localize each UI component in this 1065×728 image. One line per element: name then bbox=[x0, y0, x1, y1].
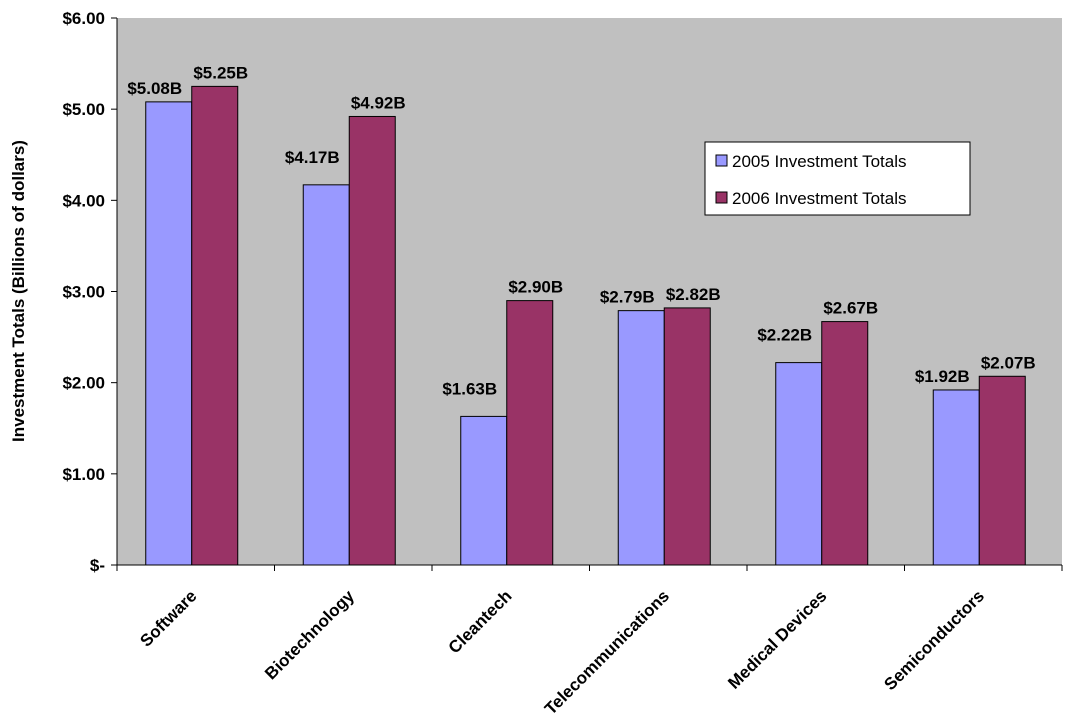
bar-2006-biotechnology bbox=[348, 115, 396, 566]
data-label-2006-medical-devices: $2.67B bbox=[823, 299, 878, 318]
y-tick-label: $1.00 bbox=[62, 465, 105, 484]
y-tick-label: $3.00 bbox=[62, 283, 105, 302]
y-tick-label: $2.00 bbox=[62, 374, 105, 393]
data-label-2006-cleantech: $2.90B bbox=[508, 278, 563, 297]
bar-2005-cleantech bbox=[460, 415, 508, 566]
legend-swatch-2005 bbox=[715, 154, 728, 167]
data-label-2006-software: $5.25B bbox=[193, 63, 248, 82]
legend-label-2005: 2005 Investment Totals bbox=[732, 152, 907, 171]
legend-box bbox=[704, 141, 971, 216]
data-label-2005-semiconductors: $1.92B bbox=[915, 367, 970, 386]
bar-2006-software bbox=[191, 85, 239, 566]
legend-label-2006: 2006 Investment Totals bbox=[732, 189, 907, 208]
data-label-2006-telecommunications: $2.82B bbox=[666, 285, 721, 304]
bar-2005-biotechnology bbox=[302, 184, 350, 566]
data-label-2006-biotechnology: $4.92B bbox=[351, 93, 406, 112]
bars-group bbox=[145, 85, 1026, 566]
x-tick-label-medical-devices: Medical Devices bbox=[724, 586, 830, 692]
x-tick-label-cleantech: Cleantech bbox=[445, 586, 516, 657]
y-tick-label: $5.00 bbox=[62, 100, 105, 119]
legend-swatch-2006 bbox=[715, 191, 728, 204]
data-label-2005-telecommunications: $2.79B bbox=[600, 288, 655, 307]
x-tick-label-biotechnology: Biotechnology bbox=[261, 586, 358, 683]
y-axis-title: Investment Totals (Billions of dollars) bbox=[9, 140, 28, 442]
bar-2006-medical-devices bbox=[821, 321, 869, 566]
data-label-2005-medical-devices: $2.22B bbox=[757, 326, 812, 345]
plot-area bbox=[117, 18, 1062, 565]
x-tick-label-software: Software bbox=[136, 586, 200, 650]
bar-2005-telecommunications bbox=[617, 310, 665, 566]
y-tick-label: $- bbox=[90, 556, 105, 575]
x-tick-label-telecommunications: Telecommunications bbox=[541, 586, 673, 718]
bar-2006-semiconductors bbox=[978, 375, 1026, 566]
data-label-2005-cleantech: $1.63B bbox=[442, 379, 497, 398]
bar-2005-semiconductors bbox=[932, 389, 980, 566]
data-label-2005-biotechnology: $4.17B bbox=[285, 148, 340, 167]
bar-2006-telecommunications bbox=[663, 307, 711, 566]
y-tick-label: $6.00 bbox=[62, 9, 105, 28]
data-label-2005-software: $5.08B bbox=[127, 79, 182, 98]
bar-2005-software bbox=[145, 101, 193, 566]
data-labels-group: $5.08B $5.25B $4.17B $4.92B $1.63B $2.90B $2.7… bbox=[127, 63, 1035, 398]
x-tick-label-semiconductors: Semiconductors bbox=[880, 586, 988, 694]
bar-2005-medical-devices bbox=[775, 362, 823, 566]
data-label-2006-semiconductors: $2.07B bbox=[981, 353, 1036, 372]
legend: 2005 Investment Totals 2006 Investment T… bbox=[704, 141, 971, 216]
bar-2006-cleantech bbox=[506, 300, 554, 566]
y-tick-label: $4.00 bbox=[62, 191, 105, 210]
